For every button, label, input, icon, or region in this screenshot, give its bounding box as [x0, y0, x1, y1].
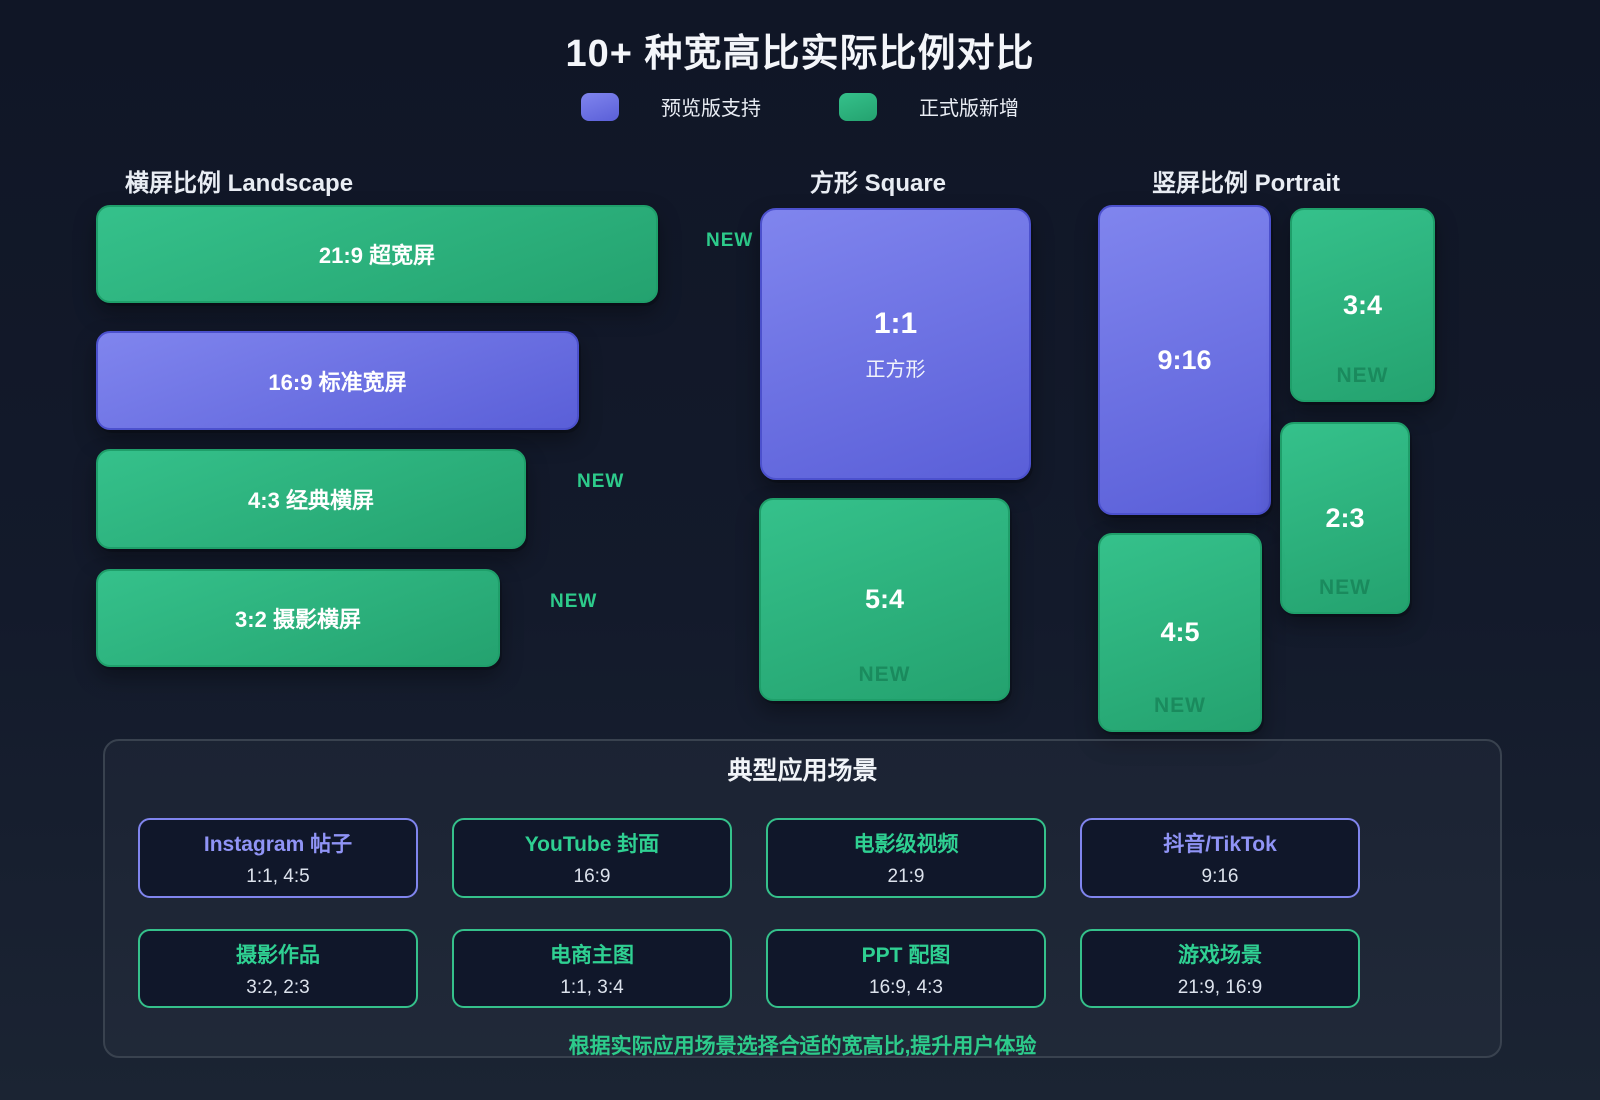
ratio-box-16-9-label: 16:9 标准宽屏: [268, 369, 407, 395]
ratio-box-3-2: 3:2 摄影横屏: [96, 569, 500, 667]
scenario-card-photography: 摄影作品 3:2, 2:3: [138, 929, 418, 1008]
ratio-box-3-2-label: 3:2 摄影横屏: [235, 607, 361, 632]
ratio-box-5-4-label: 5:4: [864, 584, 905, 614]
scenario-card-cinema: 电影级视频 21:9: [766, 818, 1046, 898]
scenario-card-tiktok: 抖音/TikTok 9:16: [1080, 818, 1360, 898]
new-badge-1-1: NEW: [706, 230, 754, 251]
scenario-card-instagram: Instagram 帖子 1:1, 4:5: [138, 818, 418, 898]
ratio-box-4-3-label: 4:3 经典横屏: [248, 488, 374, 513]
legend: 预览版支持 正式版新增: [0, 92, 1600, 121]
purple-swatch-icon: [581, 92, 619, 121]
ratio-box-4-5-label: 4:5: [1160, 617, 1200, 647]
green-swatch-icon: [839, 92, 877, 121]
ratio-box-3-4-label: 3:4: [1342, 289, 1383, 320]
scenarios-panel-title: 典型应用场景: [727, 757, 878, 785]
scenario-card-ratios: 21:9, 16:9: [1177, 976, 1263, 998]
scenario-card-ratios: 16:9: [573, 866, 611, 887]
new-watermark-4-5: NEW: [1154, 694, 1206, 717]
new-badge-4-3: NEW: [577, 471, 625, 492]
ratio-box-21-9-label: 21:9 超宽屏: [318, 243, 436, 268]
scenario-card-title: 游戏场景: [1178, 943, 1262, 967]
scenario-card-title: 摄影作品: [236, 943, 320, 967]
scenario-card-ratios: 21:9: [887, 866, 925, 887]
scenario-card-title: 抖音/TikTok: [1163, 833, 1277, 856]
legend-item-official: 正式版新增: [839, 92, 1019, 121]
new-watermark-5-4: NEW: [858, 663, 911, 686]
ratio-box-1-1-label: 1:1: [873, 306, 918, 340]
scenario-card-title: YouTube 封面: [524, 833, 660, 856]
ratio-box-4-3: 4:3 经典横屏: [96, 449, 526, 549]
section-title-square: 方形 Square: [809, 170, 947, 197]
ratio-box-5-4: 5:4 NEW: [759, 498, 1010, 701]
scenario-card-ratios: 16:9, 4:3: [869, 976, 943, 998]
section-title-portrait: 竖屏比例 Portrait: [1151, 170, 1340, 197]
scenario-card-youtube: YouTube 封面 16:9: [452, 818, 732, 898]
legend-label-preview: 预览版支持: [661, 98, 761, 120]
scenario-card-title: Instagram 帖子: [203, 833, 353, 856]
scenario-card-ratios: 9:16: [1201, 866, 1239, 887]
scenario-card-title: PPT 配图: [861, 943, 951, 967]
section-title-landscape: 横屏比例 Landscape: [125, 170, 354, 197]
ratio-box-3-4: 3:4 NEW: [1290, 208, 1435, 402]
scenario-card-ratios: 3:2, 2:3: [246, 976, 310, 998]
ratio-box-1-1-sublabel: 正方形: [865, 358, 926, 381]
scenario-card-gaming: 游戏场景 21:9, 16:9: [1080, 929, 1360, 1008]
ratio-box-4-5: 4:5 NEW: [1098, 533, 1262, 732]
scenario-card-ratios: 1:1, 3:4: [560, 976, 624, 998]
scenario-card-ecommerce: 电商主图 1:1, 3:4: [452, 929, 732, 1008]
legend-label-official: 正式版新增: [919, 98, 1019, 120]
scenarios-note: 根据实际应用场景选择合适的宽高比,提升用户体验: [568, 1035, 1037, 1058]
page-title: 10+ 种宽高比实际比例对比: [565, 33, 1035, 75]
ratio-box-1-1: 1:1 正方形: [760, 208, 1031, 480]
ratio-box-21-9: 21:9 超宽屏: [96, 205, 658, 303]
legend-item-preview: 预览版支持: [581, 92, 761, 121]
ratio-box-9-16-label: 9:16: [1157, 344, 1212, 375]
scenario-card-title: 电影级视频: [853, 833, 959, 856]
new-watermark-2-3: NEW: [1319, 576, 1371, 599]
ratio-box-9-16: 9:16: [1098, 205, 1271, 515]
scenario-card-ppt: PPT 配图 16:9, 4:3: [766, 929, 1046, 1008]
ratio-box-2-3: 2:3 NEW: [1280, 422, 1410, 614]
new-badge-3-2: NEW: [550, 591, 598, 612]
scenario-card-title: 电商主图: [550, 943, 634, 967]
new-watermark-3-4: NEW: [1336, 364, 1389, 387]
ratio-box-2-3-label: 2:3: [1325, 502, 1365, 533]
ratio-box-16-9: 16:9 标准宽屏: [96, 331, 579, 430]
scenario-card-ratios: 1:1, 4:5: [246, 866, 310, 887]
